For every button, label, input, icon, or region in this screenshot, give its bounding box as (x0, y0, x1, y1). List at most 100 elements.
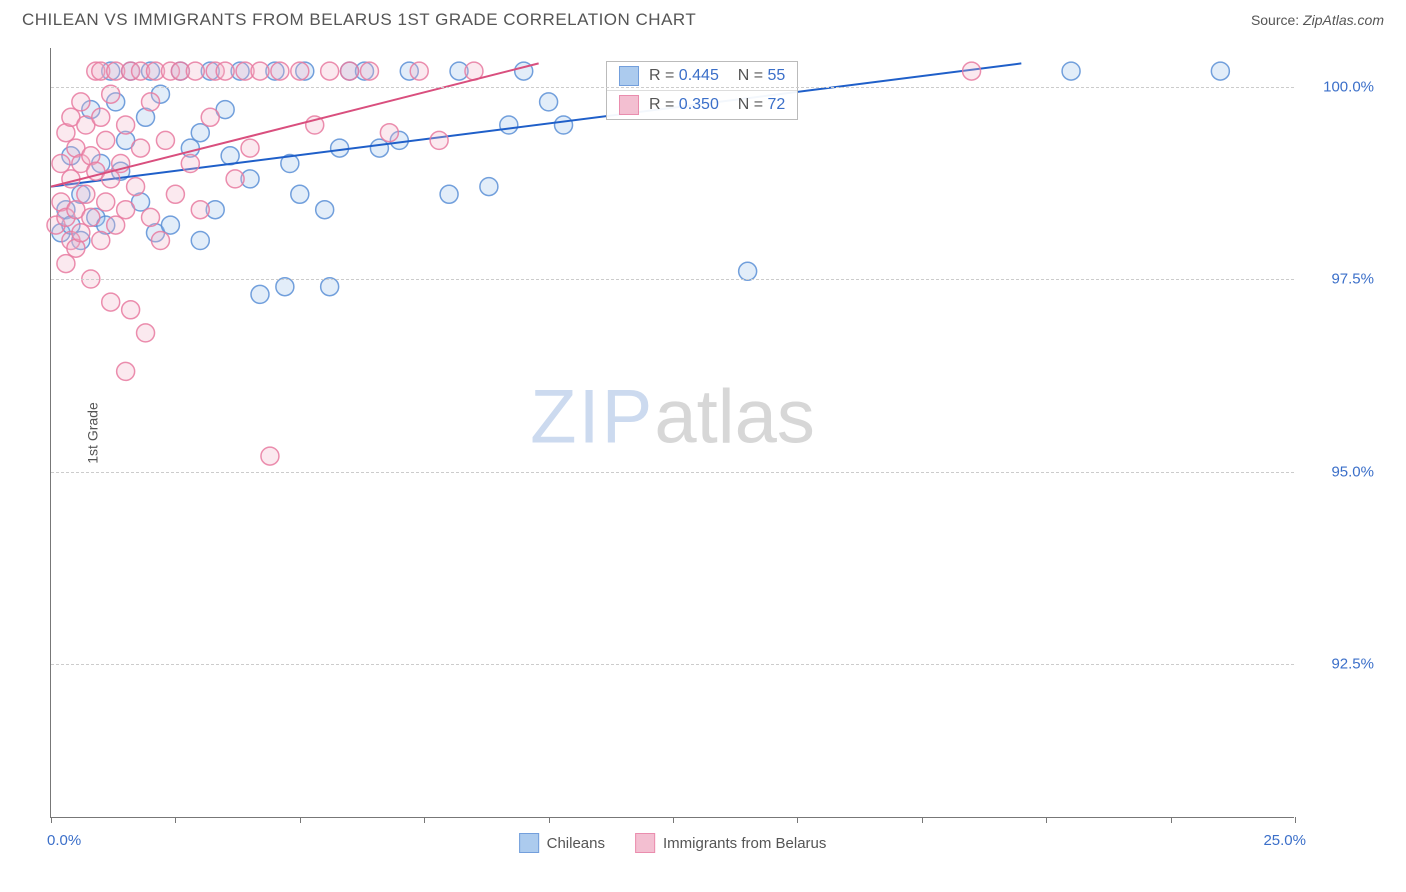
data-point (97, 131, 115, 149)
data-point (216, 62, 234, 80)
series-swatch (619, 66, 639, 86)
legend-swatch (519, 833, 539, 853)
data-point (201, 108, 219, 126)
data-point (1062, 62, 1080, 80)
x-tick (424, 817, 425, 823)
data-point (321, 278, 339, 296)
x-tick (797, 817, 798, 823)
x-tick (51, 817, 52, 823)
data-point (102, 85, 120, 103)
data-point (102, 293, 120, 311)
stat-r-value: 0.445 (679, 67, 719, 84)
stat-n-value: 55 (768, 67, 786, 84)
data-point (142, 208, 160, 226)
data-point (117, 201, 135, 219)
data-point (57, 255, 75, 273)
x-tick (673, 817, 674, 823)
chart-title: CHILEAN VS IMMIGRANTS FROM BELARUS 1ST G… (22, 10, 696, 30)
x-tick (922, 817, 923, 823)
gridline-h (51, 664, 1294, 665)
data-point (191, 201, 209, 219)
data-point (331, 139, 349, 157)
data-point (251, 62, 269, 80)
x-tick (1171, 817, 1172, 823)
data-point (161, 216, 179, 234)
chart-header: CHILEAN VS IMMIGRANTS FROM BELARUS 1ST G… (0, 0, 1406, 36)
data-point (341, 62, 359, 80)
source-prefix: Source: (1251, 12, 1303, 28)
data-point (107, 216, 125, 234)
data-point (151, 232, 169, 250)
data-point (321, 62, 339, 80)
data-point (92, 108, 110, 126)
stats-row: R = 0.350 N = 72 (607, 91, 797, 119)
x-tick (1046, 817, 1047, 823)
data-point (261, 447, 279, 465)
x-max-label: 25.0% (1263, 832, 1306, 849)
data-point (77, 185, 95, 203)
data-point (291, 185, 309, 203)
stat-n-value: 72 (768, 96, 786, 113)
y-tick-label: 97.5% (1304, 271, 1374, 288)
stat-r-label: R = 0.445 (649, 67, 719, 85)
x-tick (300, 817, 301, 823)
legend-item: Chileans (519, 833, 605, 853)
stat-n-label: N = 72 (729, 96, 785, 114)
series-swatch (619, 95, 639, 115)
data-point (117, 116, 135, 134)
data-point (963, 62, 981, 80)
source-attribution: Source: ZipAtlas.com (1251, 12, 1384, 28)
data-point (555, 116, 573, 134)
y-tick-label: 95.0% (1304, 463, 1374, 480)
legend-swatch (635, 833, 655, 853)
stats-box: R = 0.445 N = 55 R = 0.350 N = 72 (606, 61, 798, 120)
gridline-h (51, 87, 1294, 88)
data-point (156, 131, 174, 149)
data-point (62, 170, 80, 188)
data-point (291, 62, 309, 80)
data-point (92, 232, 110, 250)
data-point (166, 185, 184, 203)
data-point (142, 93, 160, 111)
legend-label: Chileans (547, 835, 605, 852)
data-point (52, 155, 70, 173)
data-point (380, 124, 398, 142)
data-point (316, 201, 334, 219)
data-point (191, 124, 209, 142)
data-point (251, 285, 269, 303)
x-tick (1295, 817, 1296, 823)
data-point (82, 208, 100, 226)
data-point (271, 62, 289, 80)
legend-label: Immigrants from Belarus (663, 835, 826, 852)
data-point (137, 324, 155, 342)
data-point (241, 139, 259, 157)
x-tick (549, 817, 550, 823)
source-name: ZipAtlas.com (1303, 12, 1384, 28)
data-point (72, 93, 90, 111)
legend: Chileans Immigrants from Belarus (519, 833, 827, 853)
data-point (226, 170, 244, 188)
stat-n-label: N = 55 (729, 67, 785, 85)
data-point (191, 232, 209, 250)
plot-wrapper: 1st Grade ZIPatlas R = 0.445 N = 55R = 0… (50, 48, 1384, 818)
x-tick (175, 817, 176, 823)
scatter-svg (51, 48, 1294, 817)
data-point (480, 178, 498, 196)
data-point (500, 116, 518, 134)
data-point (430, 131, 448, 149)
data-point (97, 193, 115, 211)
data-point (360, 62, 378, 80)
y-tick-label: 100.0% (1304, 78, 1374, 95)
data-point (72, 224, 90, 242)
data-point (186, 62, 204, 80)
stat-r-label: R = 0.350 (649, 96, 719, 114)
plot-area: ZIPatlas R = 0.445 N = 55R = 0.350 N = 7… (50, 48, 1294, 818)
gridline-h (51, 472, 1294, 473)
data-point (117, 362, 135, 380)
data-point (122, 301, 140, 319)
legend-item: Immigrants from Belarus (635, 833, 826, 853)
data-point (132, 139, 150, 157)
gridline-h (51, 279, 1294, 280)
data-point (370, 139, 388, 157)
y-tick-label: 92.5% (1304, 656, 1374, 673)
